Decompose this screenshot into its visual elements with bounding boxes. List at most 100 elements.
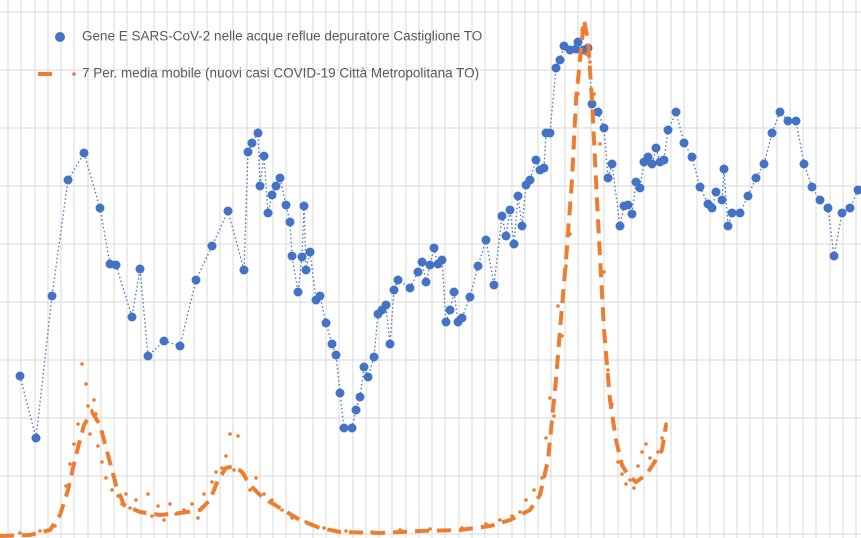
marker (663, 125, 673, 135)
marker (751, 173, 761, 183)
marker (263, 208, 273, 218)
marker (539, 163, 549, 173)
marker (425, 260, 435, 270)
marker (517, 221, 527, 231)
data-dot (524, 498, 528, 502)
data-dot (64, 484, 68, 488)
data-dot (140, 510, 144, 514)
data-dot (548, 396, 552, 400)
marker (287, 251, 297, 261)
marker (413, 267, 423, 277)
marker (791, 116, 801, 126)
marker (743, 191, 753, 201)
marker (531, 155, 541, 165)
marker (509, 239, 519, 249)
marker (259, 151, 269, 161)
marker (473, 261, 483, 271)
legend-label: Gene E SARS-CoV-2 nelle acque reflue dep… (82, 29, 482, 44)
marker (501, 231, 511, 241)
marker (615, 221, 625, 231)
legend-swatch (55, 32, 65, 42)
marker (363, 372, 373, 382)
marker (359, 362, 369, 372)
data-dot (636, 464, 640, 468)
marker (545, 128, 555, 138)
marker (253, 128, 263, 138)
marker (627, 209, 637, 219)
marker (599, 123, 609, 133)
data-dot (644, 442, 648, 446)
data-dot (146, 492, 150, 496)
data-dot (304, 520, 308, 524)
data-dot (150, 514, 154, 518)
marker (31, 433, 41, 443)
marker (635, 183, 645, 193)
data-dot (94, 412, 98, 416)
marker (853, 185, 861, 195)
marker (829, 251, 839, 261)
marker (727, 208, 737, 218)
marker (603, 173, 613, 183)
marker (489, 280, 499, 290)
marker (525, 175, 535, 185)
data-dot (210, 480, 214, 484)
marker (513, 191, 523, 201)
marker (449, 287, 459, 297)
data-dot (254, 476, 258, 480)
data-dot (584, 52, 588, 56)
data-dot (484, 522, 488, 526)
data-dot (242, 472, 246, 476)
marker (207, 241, 217, 251)
marker (799, 159, 809, 169)
data-dot (76, 422, 80, 426)
marker (457, 313, 467, 323)
data-dot (162, 518, 166, 522)
data-dot (224, 454, 228, 458)
data-dot (560, 334, 564, 338)
data-dot (214, 470, 218, 474)
marker (79, 148, 89, 158)
marker (285, 217, 295, 227)
marker (815, 195, 825, 205)
marker (623, 200, 633, 210)
data-dot (498, 518, 502, 522)
marker (767, 128, 777, 138)
marker (47, 291, 57, 301)
marker (255, 181, 265, 191)
marker (695, 182, 705, 192)
marker (347, 423, 357, 433)
marker (421, 277, 431, 287)
data-dot (228, 432, 232, 436)
marker (247, 138, 257, 148)
legend-swatch (72, 72, 76, 76)
data-dot (262, 492, 266, 496)
marker (719, 164, 729, 174)
marker (679, 138, 689, 148)
marker (143, 351, 153, 361)
data-dot (572, 144, 576, 148)
data-dot (460, 526, 464, 530)
marker (389, 285, 399, 295)
marker (441, 317, 451, 327)
marker (95, 203, 105, 213)
data-dot (606, 368, 610, 372)
marker (335, 388, 345, 398)
data-dot (220, 466, 224, 470)
marker (823, 203, 833, 213)
marker (497, 211, 507, 221)
data-dot (168, 502, 172, 506)
data-dot (510, 514, 514, 518)
data-dot (568, 232, 572, 236)
data-dot (53, 524, 57, 528)
data-dot (556, 304, 560, 308)
marker (301, 265, 311, 275)
data-dot (620, 472, 624, 476)
data-dot (580, 28, 584, 32)
marker (687, 152, 697, 162)
marker (587, 99, 597, 109)
marker (723, 221, 733, 231)
data-dot (652, 460, 656, 464)
marker (275, 173, 285, 183)
data-dot (124, 492, 128, 496)
